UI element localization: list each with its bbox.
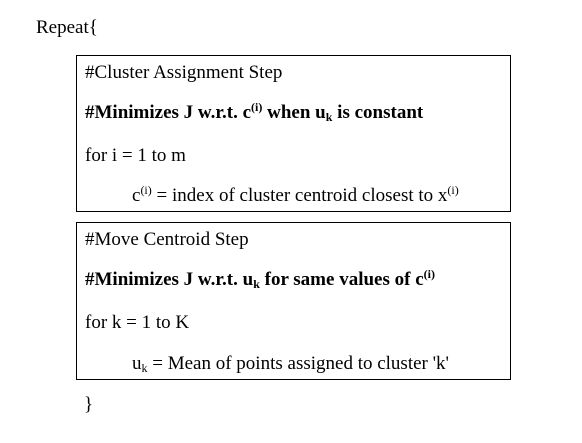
- centroid-stmt-var: u: [132, 353, 142, 374]
- move-centroid-objective: #Minimizes J w.r.t. uk for same values o…: [85, 267, 435, 291]
- cluster-objective-mid: when u: [262, 102, 326, 123]
- move-centroid-title: #Move Centroid Step: [85, 229, 249, 250]
- move-centroid-statement: uk = Mean of points assigned to cluster …: [132, 353, 449, 375]
- cluster-objective-suffix: is constant: [332, 102, 424, 123]
- centroid-objective-sup: (i): [423, 267, 435, 281]
- cluster-assignment-statement: c(i) = index of cluster centroid closest…: [132, 183, 459, 207]
- centroid-objective-prefix: #Minimizes J w.r.t. u: [85, 269, 254, 290]
- cluster-assignment-loop: for i = 1 to m: [85, 145, 186, 166]
- cluster-objective-sub: k: [325, 110, 333, 124]
- cluster-stmt-var-sup: (i): [140, 183, 152, 197]
- cluster-stmt-var: c: [132, 185, 141, 206]
- move-centroid-loop: for k = 1 to K: [85, 312, 190, 333]
- cluster-objective-sup: (i): [251, 100, 263, 114]
- cluster-assignment-title: #Cluster Assignment Step: [85, 62, 283, 83]
- centroid-stmt-text: = Mean of points assigned to cluster 'k': [147, 353, 449, 374]
- cluster-stmt-text: = index of cluster centroid closest to x: [151, 185, 448, 206]
- cluster-objective-prefix: #Minimizes J w.r.t. c: [85, 102, 252, 123]
- move-centroid-box: #Move Centroid Step #Minimizes J w.r.t. …: [76, 222, 511, 380]
- centroid-objective-sub: k: [253, 277, 260, 291]
- repeat-close: }: [84, 394, 94, 415]
- repeat-open: Repeat{: [36, 17, 98, 38]
- cluster-assignment-box: #Cluster Assignment Step #Minimizes J w.…: [76, 55, 511, 212]
- cluster-assignment-objective: #Minimizes J w.r.t. c(i) when uk is cons…: [85, 100, 424, 124]
- centroid-stmt-var-sub: k: [141, 361, 148, 375]
- cluster-stmt-text-sup: (i): [447, 183, 459, 197]
- centroid-objective-mid: for same values of c: [259, 269, 424, 290]
